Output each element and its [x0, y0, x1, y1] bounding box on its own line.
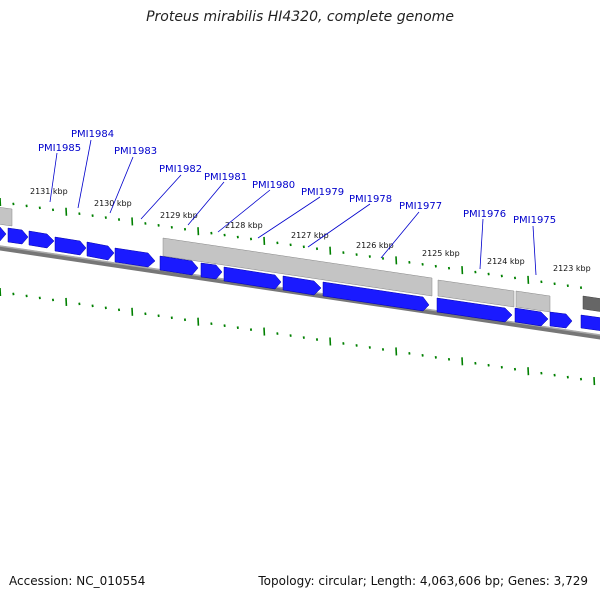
gene-leader-lines [49, 139, 537, 276]
tick-label: 2123 kbp [553, 264, 591, 273]
gene-labels: PMI1985 PMI1984 PMI1983 PMI1982 PMI1981 … [38, 129, 556, 226]
gene-track [0, 207, 600, 313]
gene-label-pmi1982: PMI1982 [159, 164, 202, 175]
leader-line [479, 218, 484, 270]
gene-label-pmi1977: PMI1977 [399, 201, 442, 212]
cds-arrow [282, 275, 322, 296]
tick-label: 2127 kbp [291, 231, 329, 240]
cds-arrow [28, 230, 55, 249]
tick-labels: 2131 kbp 2130 kbp 2129 kbp 2128 kbp 2127… [30, 187, 591, 273]
gene-label-pmi1979: PMI1979 [301, 187, 344, 198]
cds-arrow [159, 255, 199, 276]
leader-line [217, 189, 271, 233]
cds-arrow [514, 307, 549, 327]
leader-line [532, 225, 537, 276]
gene-bar [162, 237, 433, 297]
accession-text: Accession: NC_010554 [9, 574, 146, 588]
upper-tick-row [0, 197, 583, 289]
cds-arrow [7, 227, 29, 245]
tick-label: 2128 kbp [225, 221, 263, 230]
leader-line [140, 174, 182, 220]
gene-label-pmi1983: PMI1983 [114, 146, 157, 157]
leader-line [307, 203, 371, 248]
leader-line [257, 196, 321, 239]
gene-label-pmi1985: PMI1985 [38, 143, 81, 154]
cds-track [0, 226, 600, 331]
gene-label-pmi1984: PMI1984 [71, 129, 114, 140]
gene-label-pmi1980: PMI1980 [252, 180, 295, 191]
gene-label-pmi1975: PMI1975 [513, 215, 556, 226]
cds-arrow [549, 311, 573, 329]
leader-line [49, 152, 58, 203]
gene-bar [437, 279, 515, 308]
gene-label-pmi1978: PMI1978 [349, 194, 392, 205]
cds-arrow [322, 281, 430, 312]
cds-arrow [200, 262, 223, 280]
tick-label: 2125 kbp [422, 249, 460, 258]
cds-arrow [436, 297, 513, 323]
gene-label-pmi1981: PMI1981 [204, 172, 247, 183]
leader-line [187, 181, 225, 226]
leader-line [109, 156, 134, 214]
tick-label: 2126 kbp [356, 241, 394, 250]
tick-label: 2129 kbp [160, 211, 198, 220]
leader-line [380, 211, 420, 259]
cds-arrow [223, 266, 282, 290]
gene-bar [0, 207, 13, 227]
cds-arrow [580, 314, 600, 331]
cds-arrow [114, 247, 156, 268]
genome-summary-text: Topology: circular; Length: 4,063,606 bp… [258, 574, 588, 588]
cds-arrow [0, 226, 7, 242]
leader-line [77, 139, 92, 209]
tick-label: 2130 kbp [94, 199, 132, 208]
cds-arrow [54, 236, 87, 256]
lower-tick-row [0, 287, 596, 386]
map-title: Proteus mirabilis HI4320, complete genom… [146, 9, 454, 25]
tick-label: 2131 kbp [30, 187, 68, 196]
gene-label-pmi1976: PMI1976 [463, 209, 506, 220]
tick-label: 2124 kbp [487, 257, 525, 266]
gene-bar [582, 295, 600, 312]
cds-arrow [86, 241, 115, 261]
